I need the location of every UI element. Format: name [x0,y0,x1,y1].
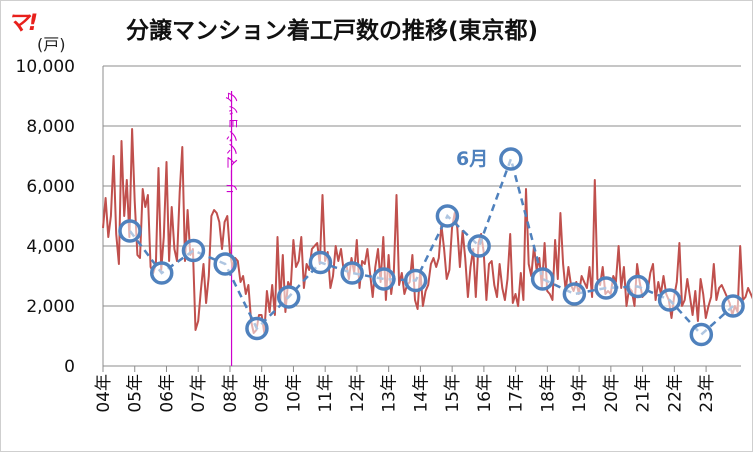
x-tick-label: 10年 [284,374,304,413]
brand-logo: マ! [7,11,38,36]
x-tick-label: 13年 [380,374,400,413]
june-marker [181,238,206,263]
june-marker [149,261,174,285]
chart-title: 分譲マンション着工戸数の推移(東京都) [126,18,539,44]
y-tick-label: 2,000 [26,297,75,317]
june-marker [467,234,491,258]
x-tick-label: 20年 [602,374,622,413]
x-tick-label: 22年 [665,374,685,413]
june-marker [689,322,714,347]
june-marker [340,261,364,285]
june-marker [308,250,333,275]
june-marker [499,147,523,171]
june-marker [372,267,396,291]
x-tick-label: 23年 [697,374,717,413]
june-marker [657,288,682,312]
june-series-label: 6月 [456,148,488,170]
x-tick-label: 15年 [443,374,463,413]
x-tick-label: 19年 [570,374,590,413]
x-tick-label: 21年 [634,374,654,413]
june-marker [721,294,745,318]
y-tick-label: 4,000 [26,237,75,257]
y-axis-unit: (戸) [37,35,66,54]
event-label: リーマンショック [226,91,241,195]
june-marker [626,274,650,299]
june-marker [530,267,555,291]
x-tick-label: 07年 [189,374,209,413]
series-june-line [129,154,734,337]
y-tick-label: 6,000 [26,177,75,197]
june-marker [245,316,269,341]
x-tick-label: 11年 [316,374,336,413]
june-marker [118,219,142,243]
x-tick-label: 18年 [538,374,558,413]
june-marker [213,252,237,276]
june-marker [562,282,587,306]
x-tick-label: 09年 [253,374,273,413]
series-monthly-line [102,128,752,334]
y-tick-label: 10,000 [16,57,75,77]
x-tick-label: 05年 [126,374,146,413]
x-tick-label: 06年 [157,374,177,413]
x-tick-label: 08年 [221,374,241,413]
x-tick-label: 17年 [507,374,527,413]
x-tick-label: 12年 [348,374,368,413]
june-marker [435,204,460,228]
june-marker [403,268,428,293]
june-marker [594,276,618,300]
x-tick-label: 04年 [94,374,114,413]
y-tick-label: 0 [64,357,75,377]
y-tick-label: 8,000 [26,117,75,137]
x-tick-label: 14年 [411,374,431,413]
x-tick-label: 16年 [475,374,495,413]
june-marker [276,285,301,309]
